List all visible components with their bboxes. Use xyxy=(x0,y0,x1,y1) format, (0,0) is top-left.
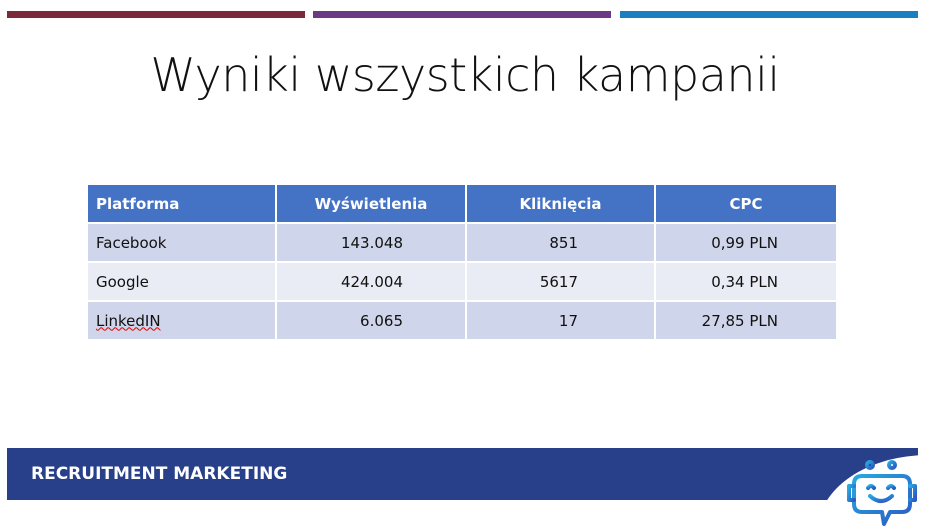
stripe-purple xyxy=(313,11,611,18)
slide-title: Wyniki wszystkich kampanii xyxy=(150,48,780,102)
cell-platform: LinkedIN xyxy=(88,300,277,339)
header-clicks: Kliknięcia xyxy=(466,185,656,223)
table-row: Facebook 143.048 851 0,99 PLN xyxy=(88,222,838,262)
header-impressions: Wyświetlenia xyxy=(276,185,467,223)
cell-impressions: 6.065 xyxy=(276,300,467,339)
cell-platform: Google xyxy=(88,261,277,301)
header-platform: Platforma xyxy=(88,185,277,223)
table-row: Google 424.004 5617 0,34 PLN xyxy=(88,261,838,301)
footer-text: RECRUITMENT MARKETING xyxy=(31,464,288,484)
stripe-maroon xyxy=(7,11,305,18)
cell-cpc: 0,34 PLN xyxy=(655,261,838,301)
cell-cpc: 27,85 PLN xyxy=(655,300,838,339)
spellcheck-text: LinkedIN xyxy=(96,311,161,330)
table-row: LinkedIN 6.065 17 27,85 PLN xyxy=(88,300,838,339)
table-header-row: Platforma Wyświetlenia Kliknięcia CPC xyxy=(88,185,838,223)
cell-clicks: 5617 xyxy=(466,261,656,301)
cell-impressions: 143.048 xyxy=(276,222,467,262)
header-cpc: CPC xyxy=(655,185,838,223)
stripe-blue xyxy=(620,11,918,18)
cell-impressions: 424.004 xyxy=(276,261,467,301)
footer-bar: RECRUITMENT MARKETING xyxy=(7,448,918,500)
campaign-results-table: Platforma Wyświetlenia Kliknięcia CPC Fa… xyxy=(88,185,838,339)
robot-chat-icon xyxy=(847,460,917,526)
cell-clicks: 17 xyxy=(466,300,656,339)
cell-clicks: 851 xyxy=(466,222,656,262)
cell-cpc: 0,99 PLN xyxy=(655,222,838,262)
cell-platform: Facebook xyxy=(88,222,277,262)
